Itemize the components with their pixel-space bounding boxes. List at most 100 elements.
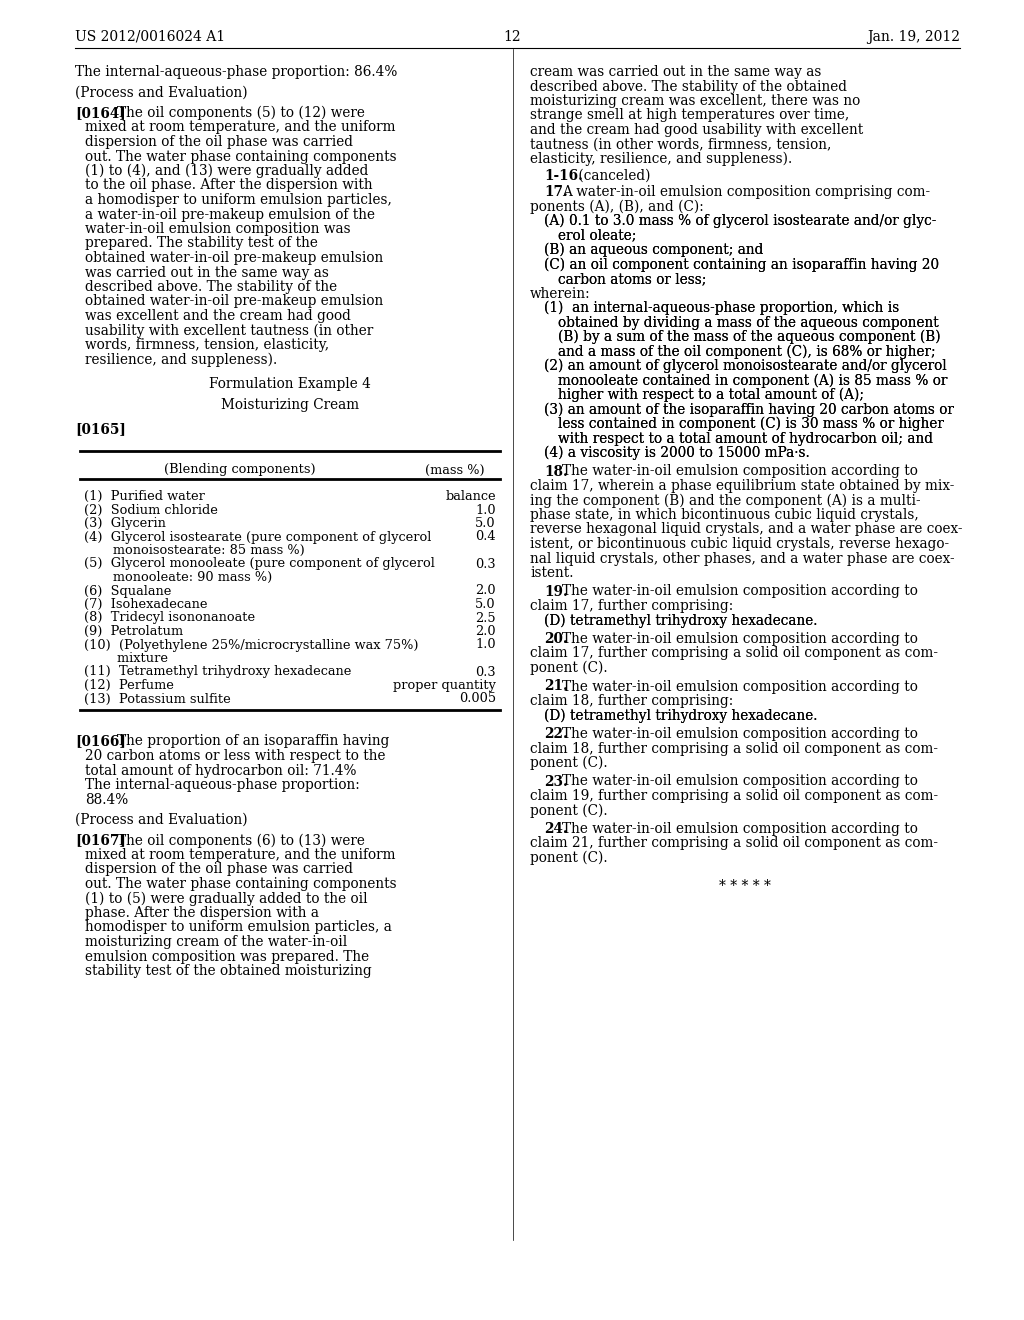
Text: * * * * *: * * * * * — [719, 879, 771, 894]
Text: (4) a viscosity is 2000 to 15000 mPa·s.: (4) a viscosity is 2000 to 15000 mPa·s. — [544, 446, 810, 461]
Text: claim 18, further comprising a solid oil component as com-: claim 18, further comprising a solid oil… — [530, 742, 938, 755]
Text: (C) an oil component containing an isoparaffin having 20: (C) an oil component containing an isopa… — [544, 257, 939, 272]
Text: 0.005: 0.005 — [459, 693, 496, 705]
Text: (B) an aqueous component; and: (B) an aqueous component; and — [544, 243, 763, 257]
Text: (D) tetramethyl trihydroxy hexadecane.: (D) tetramethyl trihydroxy hexadecane. — [544, 614, 817, 628]
Text: 0.3: 0.3 — [475, 557, 496, 570]
Text: obtained water-in-oil pre-makeup emulsion: obtained water-in-oil pre-makeup emulsio… — [85, 294, 383, 309]
Text: (11)  Tetramethyl trihydroxy hexadecane: (11) Tetramethyl trihydroxy hexadecane — [84, 665, 351, 678]
Text: water-in-oil emulsion composition was: water-in-oil emulsion composition was — [85, 222, 350, 236]
Text: dispersion of the oil phase was carried: dispersion of the oil phase was carried — [85, 135, 353, 149]
Text: (12)  Perfume: (12) Perfume — [84, 678, 174, 692]
Text: 24.: 24. — [544, 822, 567, 836]
Text: (5)  Glycerol monooleate (pure component of glycerol: (5) Glycerol monooleate (pure component … — [84, 557, 435, 570]
Text: out. The water phase containing components: out. The water phase containing componen… — [85, 149, 396, 164]
Text: US 2012/0016024 A1: US 2012/0016024 A1 — [75, 30, 225, 44]
Text: less contained in component (C) is 30 mass % or higher: less contained in component (C) is 30 ma… — [558, 417, 944, 432]
Text: claim 18, further comprising:: claim 18, further comprising: — [530, 694, 733, 708]
Text: (2)  Sodium chloride: (2) Sodium chloride — [84, 503, 218, 516]
Text: (2) an amount of glycerol monoisostearate and/or glycerol: (2) an amount of glycerol monoisostearat… — [544, 359, 947, 374]
Text: mixture: mixture — [84, 652, 168, 665]
Text: (A) 0.1 to 3.0 mass % of glycerol isostearate and/or glyc-: (A) 0.1 to 3.0 mass % of glycerol isoste… — [544, 214, 936, 228]
Text: The water-in-oil emulsion composition according to: The water-in-oil emulsion composition ac… — [562, 680, 918, 693]
Text: and a mass of the oil component (C), is 68% or higher;: and a mass of the oil component (C), is … — [558, 345, 936, 359]
Text: Formulation Example 4: Formulation Example 4 — [209, 378, 371, 391]
Text: The water-in-oil emulsion composition according to: The water-in-oil emulsion composition ac… — [562, 822, 918, 836]
Text: phase. After the dispersion with a: phase. After the dispersion with a — [85, 906, 319, 920]
Text: described above. The stability of the obtained: described above. The stability of the ob… — [530, 79, 847, 94]
Text: prepared. The stability test of the: prepared. The stability test of the — [85, 236, 317, 251]
Text: 5.0: 5.0 — [475, 598, 496, 611]
Text: (C) an oil component containing an isoparaffin having 20: (C) an oil component containing an isopa… — [544, 257, 939, 272]
Text: less contained in component (C) is 30 mass % or higher: less contained in component (C) is 30 ma… — [558, 417, 944, 432]
Text: (Process and Evaluation): (Process and Evaluation) — [75, 86, 248, 99]
Text: claim 17, further comprising:: claim 17, further comprising: — [530, 599, 733, 612]
Text: (4)  Glycerol isostearate (pure component of glycerol: (4) Glycerol isostearate (pure component… — [84, 531, 431, 544]
Text: proper quantity: proper quantity — [393, 678, 496, 692]
Text: with respect to a total amount of hydrocarbon oil; and: with respect to a total amount of hydroc… — [558, 432, 933, 446]
Text: [0164]: [0164] — [75, 106, 126, 120]
Text: moisturizing cream was excellent, there was no: moisturizing cream was excellent, there … — [530, 94, 860, 108]
Text: dispersion of the oil phase was carried: dispersion of the oil phase was carried — [85, 862, 353, 876]
Text: nal liquid crystals, other phases, and a water phase are coex-: nal liquid crystals, other phases, and a… — [530, 552, 954, 565]
Text: (D) tetramethyl trihydroxy hexadecane.: (D) tetramethyl trihydroxy hexadecane. — [544, 709, 817, 723]
Text: 2.0: 2.0 — [475, 624, 496, 638]
Text: The internal-aqueous-phase proportion:: The internal-aqueous-phase proportion: — [85, 777, 359, 792]
Text: (3) an amount of the isoparaffin having 20 carbon atoms or: (3) an amount of the isoparaffin having … — [544, 403, 954, 417]
Text: elasticity, resilience, and suppleness).: elasticity, resilience, and suppleness). — [530, 152, 793, 166]
Text: 1.0: 1.0 — [475, 639, 496, 652]
Text: 2.0: 2.0 — [475, 585, 496, 598]
Text: 12: 12 — [503, 30, 521, 44]
Text: monooleate contained in component (A) is 85 mass % or: monooleate contained in component (A) is… — [558, 374, 947, 388]
Text: A water-in-oil emulsion composition comprising com-: A water-in-oil emulsion composition comp… — [562, 185, 930, 199]
Text: phase state, in which bicontinuous cubic liquid crystals,: phase state, in which bicontinuous cubic… — [530, 508, 919, 521]
Text: 17.: 17. — [544, 185, 567, 199]
Text: obtained water-in-oil pre-makeup emulsion: obtained water-in-oil pre-makeup emulsio… — [85, 251, 383, 265]
Text: (1)  Purified water: (1) Purified water — [84, 490, 205, 503]
Text: ponent (C).: ponent (C). — [530, 804, 607, 818]
Text: [0166]: [0166] — [75, 734, 126, 748]
Text: and the cream had good usability with excellent: and the cream had good usability with ex… — [530, 123, 863, 137]
Text: 88.4%: 88.4% — [85, 792, 128, 807]
Text: mixed at room temperature, and the uniform: mixed at room temperature, and the unifo… — [85, 847, 395, 862]
Text: carbon atoms or less;: carbon atoms or less; — [558, 272, 707, 286]
Text: (2) an amount of glycerol monoisostearate and/or glycerol: (2) an amount of glycerol monoisostearat… — [544, 359, 947, 374]
Text: cream was carried out in the same way as: cream was carried out in the same way as — [530, 65, 821, 79]
Text: 21.: 21. — [544, 680, 567, 693]
Text: a homodisper to uniform emulsion particles,: a homodisper to uniform emulsion particl… — [85, 193, 392, 207]
Text: claim 19, further comprising a solid oil component as com-: claim 19, further comprising a solid oil… — [530, 789, 938, 803]
Text: The proportion of an isoparaffin having: The proportion of an isoparaffin having — [117, 734, 389, 748]
Text: (1) to (4), and (13) were gradually added: (1) to (4), and (13) were gradually adde… — [85, 164, 369, 178]
Text: usability with excellent tautness (in other: usability with excellent tautness (in ot… — [85, 323, 374, 338]
Text: was carried out in the same way as: was carried out in the same way as — [85, 265, 329, 280]
Text: (Process and Evaluation): (Process and Evaluation) — [75, 813, 248, 828]
Text: wherein:: wherein: — [530, 286, 591, 301]
Text: 0.4: 0.4 — [475, 531, 496, 544]
Text: (4) a viscosity is 2000 to 15000 mPa·s.: (4) a viscosity is 2000 to 15000 mPa·s. — [544, 446, 810, 461]
Text: monooleate: 90 mass %): monooleate: 90 mass %) — [84, 572, 272, 583]
Text: Moisturizing Cream: Moisturizing Cream — [221, 397, 359, 412]
Text: The water-in-oil emulsion composition according to: The water-in-oil emulsion composition ac… — [562, 727, 918, 741]
Text: with respect to a total amount of hydrocarbon oil; and: with respect to a total amount of hydroc… — [558, 432, 933, 446]
Text: higher with respect to a total amount of (A);: higher with respect to a total amount of… — [558, 388, 864, 403]
Text: total amount of hydrocarbon oil: 71.4%: total amount of hydrocarbon oil: 71.4% — [85, 763, 356, 777]
Text: to the oil phase. After the dispersion with: to the oil phase. After the dispersion w… — [85, 178, 373, 193]
Text: was excellent and the cream had good: was excellent and the cream had good — [85, 309, 351, 323]
Text: (D) tetramethyl trihydroxy hexadecane.: (D) tetramethyl trihydroxy hexadecane. — [544, 709, 817, 723]
Text: The water-in-oil emulsion composition according to: The water-in-oil emulsion composition ac… — [562, 775, 918, 788]
Text: 23.: 23. — [544, 775, 567, 788]
Text: (10)  (Polyethylene 25%/microcrystalline wax 75%): (10) (Polyethylene 25%/microcrystalline … — [84, 639, 419, 652]
Text: The oil components (6) to (13) were: The oil components (6) to (13) were — [117, 833, 365, 847]
Text: ponents (A), (B), and (C):: ponents (A), (B), and (C): — [530, 199, 703, 214]
Text: istent, or bicontinuous cubic liquid crystals, reverse hexago-: istent, or bicontinuous cubic liquid cry… — [530, 537, 949, 550]
Text: (D) tetramethyl trihydroxy hexadecane.: (D) tetramethyl trihydroxy hexadecane. — [544, 614, 817, 628]
Text: (3)  Glycerin: (3) Glycerin — [84, 517, 166, 531]
Text: (7)  Isohexadecane: (7) Isohexadecane — [84, 598, 208, 611]
Text: (1) to (5) were gradually added to the oil: (1) to (5) were gradually added to the o… — [85, 891, 368, 906]
Text: 1-16.: 1-16. — [544, 169, 583, 182]
Text: obtained by dividing a mass of the aqueous component: obtained by dividing a mass of the aqueo… — [558, 315, 939, 330]
Text: The oil components (5) to (12) were: The oil components (5) to (12) were — [117, 106, 365, 120]
Text: 22.: 22. — [544, 727, 567, 741]
Text: [0167]: [0167] — [75, 833, 126, 847]
Text: homodisper to uniform emulsion particles, a: homodisper to uniform emulsion particles… — [85, 920, 392, 935]
